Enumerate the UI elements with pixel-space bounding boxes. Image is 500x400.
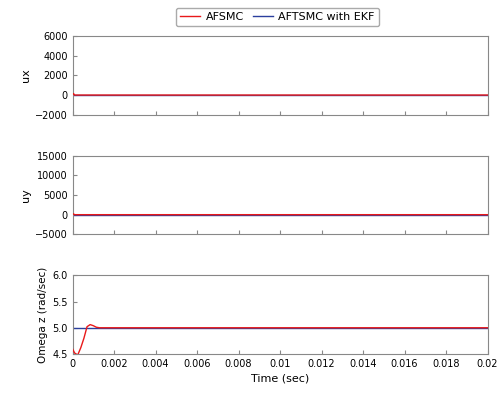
Legend: AFSMC, AFTSMC with EKF: AFSMC, AFTSMC with EKF	[176, 8, 380, 26]
Y-axis label: Omega z (rad/sec): Omega z (rad/sec)	[38, 266, 48, 363]
Y-axis label: uy: uy	[20, 188, 30, 202]
X-axis label: Time (sec): Time (sec)	[251, 373, 309, 383]
Y-axis label: ux: ux	[20, 68, 30, 82]
